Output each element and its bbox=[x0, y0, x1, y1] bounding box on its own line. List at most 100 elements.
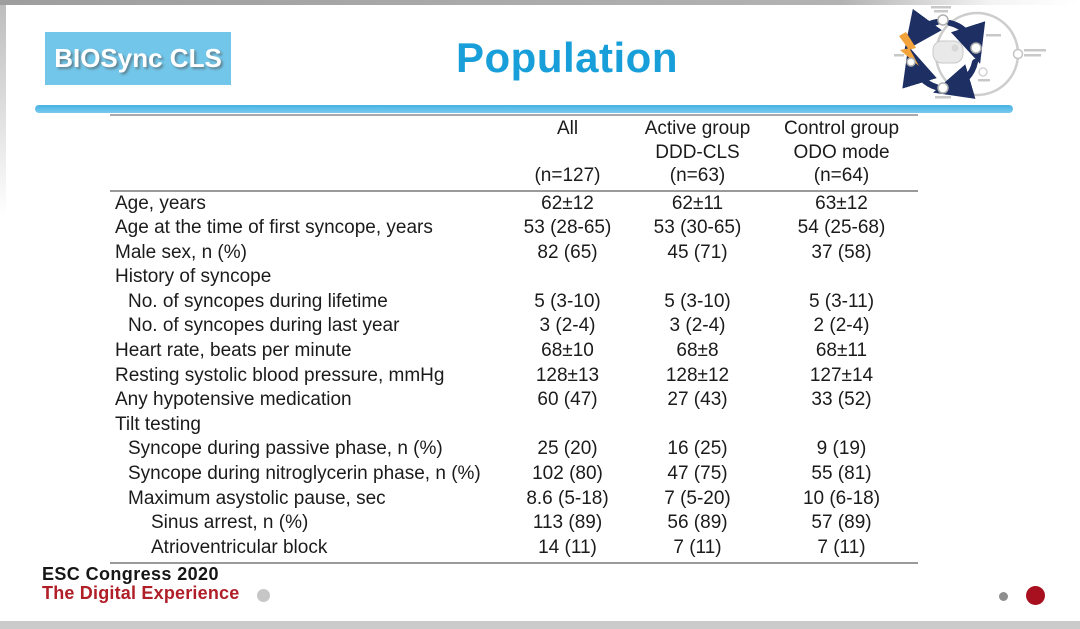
column-header-line: (n=64) bbox=[813, 165, 870, 186]
row-value: 10 (6-18) bbox=[802, 487, 881, 509]
table-row: Resting systolic blood pressure, mmHg 128… bbox=[110, 364, 918, 389]
row-value: 14 (11) bbox=[538, 536, 597, 558]
row-label: No. of syncopes during last year bbox=[128, 315, 400, 337]
row-value: 3 (2-4) bbox=[539, 315, 596, 337]
header-divider-rule bbox=[35, 105, 1013, 113]
row-value: 55 (81) bbox=[811, 463, 872, 485]
row-value: 62±11 bbox=[671, 192, 724, 214]
row-value: 68±8 bbox=[676, 340, 719, 362]
table-header-spacer bbox=[110, 117, 505, 188]
row-value: 56 (89) bbox=[667, 512, 728, 534]
population-table: All (n=127) Active group DDD-CLS (n=63) Contr… bbox=[110, 114, 918, 565]
row-value: 37 (58) bbox=[811, 241, 872, 263]
table-row: Any hypotensive medication 60 (47) 27 (43)… bbox=[110, 388, 918, 413]
table-row: No. of syncopes during lifetime 5 (3-10) 5… bbox=[110, 290, 918, 315]
row-label: Atrioventricular block bbox=[151, 536, 328, 558]
row-value: 33 (52) bbox=[811, 389, 872, 411]
row-label: Age at the time of first syncope, years bbox=[115, 217, 433, 239]
row-label: Heart rate, beats per minute bbox=[115, 340, 352, 362]
table-row: Atrioventricular block 14 (11) 7 (11) 7 (11… bbox=[110, 536, 918, 561]
row-value: 82 (65) bbox=[537, 241, 598, 263]
column-header: All (n=127) bbox=[505, 117, 630, 188]
table-row: Age at the time of first syncope, years 5… bbox=[110, 216, 918, 241]
frame-edge-left bbox=[0, 5, 6, 215]
row-value: 53 (28-65) bbox=[523, 217, 612, 239]
study-badge: BIOSync CLS bbox=[45, 32, 231, 85]
column-header-line: DDD-CLS bbox=[655, 141, 740, 163]
row-value: 3 (2-4) bbox=[669, 315, 726, 337]
row-label: Tilt testing bbox=[115, 413, 201, 435]
esc-congress-footer: ESC Congress 2020 The Digital Experience bbox=[42, 565, 239, 603]
row-value: 60 (47) bbox=[537, 389, 598, 411]
row-value: 63±12 bbox=[815, 192, 868, 214]
column-header-line bbox=[505, 141, 630, 165]
red-dot bbox=[1026, 586, 1045, 605]
column-header-line: (n=127) bbox=[534, 165, 601, 186]
table-row: Tilt testing bbox=[110, 413, 918, 438]
row-value: 128±12 bbox=[665, 364, 730, 386]
column-header-line: ODO mode bbox=[793, 141, 890, 163]
row-value: 45 (71) bbox=[667, 241, 728, 263]
row-value: 113 (89) bbox=[532, 512, 603, 534]
row-value: 47 (75) bbox=[667, 463, 728, 485]
row-label: Age, years bbox=[115, 192, 206, 214]
row-value: 8.6 (5-18) bbox=[526, 487, 609, 509]
row-value: 68±10 bbox=[541, 340, 594, 362]
table-header-row: All (n=127) Active group DDD-CLS (n=63) Contr… bbox=[110, 114, 918, 192]
row-value: 5 (3-10) bbox=[534, 290, 601, 312]
table-row: Heart rate, beats per minute 68±10 68±8 68±… bbox=[110, 339, 918, 364]
row-value: 27 (43) bbox=[667, 389, 728, 411]
column-header-line: Active group bbox=[644, 118, 751, 139]
column-header: Active group DDD-CLS (n=63) bbox=[630, 117, 765, 188]
footer-congress-name: ESC Congress 2020 bbox=[42, 564, 219, 584]
row-value: 54 (25-68) bbox=[797, 217, 886, 239]
row-value: 7 (5-20) bbox=[664, 487, 731, 509]
row-value bbox=[765, 413, 918, 438]
row-value: 25 (20) bbox=[537, 438, 598, 460]
cls-therapy-cycle-logo-icon bbox=[894, 6, 1046, 99]
row-value: 5 (3-11) bbox=[808, 290, 875, 312]
table-row: Male sex, n (%) 82 (65) 45 (71) 37 (58) bbox=[110, 241, 918, 266]
column-header: Control group ODO mode (n=64) bbox=[765, 117, 918, 188]
column-header-line: (n=63) bbox=[669, 165, 726, 186]
row-value: 9 (19) bbox=[816, 438, 867, 460]
row-value: 16 (25) bbox=[667, 438, 728, 460]
row-value: 7 (11) bbox=[673, 536, 722, 558]
row-label: Male sex, n (%) bbox=[115, 241, 247, 263]
frame-edge-bottom bbox=[0, 621, 1080, 629]
row-value: 102 (80) bbox=[532, 463, 603, 485]
frame-edge-top bbox=[0, 0, 1080, 5]
row-value bbox=[505, 265, 630, 290]
row-value: 128±13 bbox=[535, 364, 600, 386]
row-value bbox=[765, 265, 918, 290]
row-value: 68±11 bbox=[815, 340, 868, 362]
column-header-line: Control group bbox=[783, 118, 900, 139]
table-row: Maximum asystolic pause, sec 8.6 (5-18) 7 … bbox=[110, 487, 918, 512]
column-header-line: All bbox=[556, 118, 579, 139]
table-row: Syncope during passive phase, n (%) 25 (2… bbox=[110, 437, 918, 462]
row-label: Resting systolic blood pressure, mmHg bbox=[115, 364, 445, 386]
row-value: 7 (11) bbox=[817, 536, 866, 558]
row-label: Syncope during passive phase, n (%) bbox=[128, 438, 443, 460]
row-value: 53 (30-65) bbox=[653, 217, 742, 239]
table-row: No. of syncopes during last year 3 (2-4) 3… bbox=[110, 314, 918, 339]
row-value: 62±12 bbox=[541, 192, 594, 214]
row-value: 5 (3-10) bbox=[664, 290, 731, 312]
row-label: History of syncope bbox=[115, 266, 272, 288]
row-label: No. of syncopes during lifetime bbox=[128, 290, 388, 312]
table-body: Age, years 62±12 62±11 63±12 Age at the time… bbox=[110, 192, 918, 565]
table-row: History of syncope bbox=[110, 265, 918, 290]
row-value bbox=[630, 413, 765, 438]
small-gray-dot bbox=[999, 592, 1008, 601]
table-row: Sinus arrest, n (%) 113 (89) 56 (89) 57 (89… bbox=[110, 511, 918, 536]
row-value: 127±14 bbox=[809, 364, 874, 386]
row-value bbox=[630, 265, 765, 290]
row-label: Any hypotensive medication bbox=[115, 389, 352, 411]
row-value: 57 (89) bbox=[811, 512, 872, 534]
table-row: Age, years 62±12 62±11 63±12 bbox=[110, 192, 918, 217]
page-title: Population bbox=[456, 34, 678, 81]
gray-dot bbox=[257, 589, 270, 602]
row-label: Sinus arrest, n (%) bbox=[151, 512, 309, 534]
row-label: Syncope during nitroglycerin phase, n (%… bbox=[128, 463, 481, 485]
row-value: 2 (2-4) bbox=[813, 315, 870, 337]
